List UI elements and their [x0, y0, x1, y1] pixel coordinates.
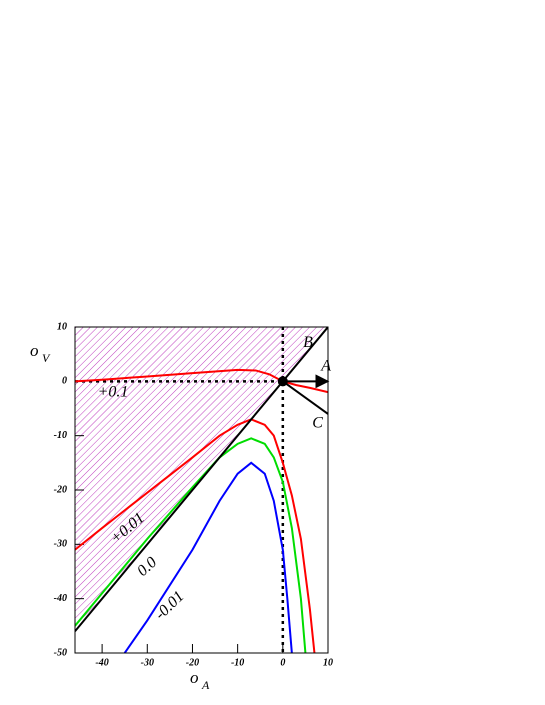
x-tick-label: 0 [280, 657, 285, 668]
x-axis-label: o [190, 668, 199, 687]
y-tick-label: -10 [54, 430, 67, 441]
y-tick-label: -40 [54, 593, 67, 604]
x-tick-label: -30 [141, 657, 154, 668]
curve-label: 0.0 [134, 554, 160, 580]
x-tick-label: -10 [231, 657, 244, 668]
curve-label: -0.01 [152, 588, 188, 623]
x-tick-label: -20 [186, 657, 199, 668]
x-tick-label: 10 [323, 657, 333, 668]
y-tick-label: 0 [62, 376, 67, 387]
curve-label: C [312, 415, 323, 432]
curve [75, 437, 307, 653]
curve-label: A [320, 357, 331, 374]
y-tick-label: -30 [54, 539, 67, 550]
plot: -40 -30 -20 -10 0 10100-10-20-30-40-50+0.1+0.… [54, 321, 333, 668]
y-tick-label: -50 [54, 647, 67, 658]
y-tick-label: 10 [57, 321, 67, 332]
y-axis-label: o [30, 341, 39, 360]
x-tick-label: -40 [95, 657, 108, 668]
y-axis-label-sub: V [42, 351, 51, 365]
curve [75, 418, 316, 653]
curve-label: B [303, 334, 313, 351]
x-axis-label-sub: A [201, 678, 210, 692]
y-tick-label: -20 [54, 484, 67, 495]
curve [75, 368, 328, 394]
origin-point [277, 376, 288, 387]
curve-label: +0.1 [98, 384, 129, 401]
curve [123, 461, 293, 653]
curve [282, 380, 329, 415]
frame [74, 326, 329, 654]
